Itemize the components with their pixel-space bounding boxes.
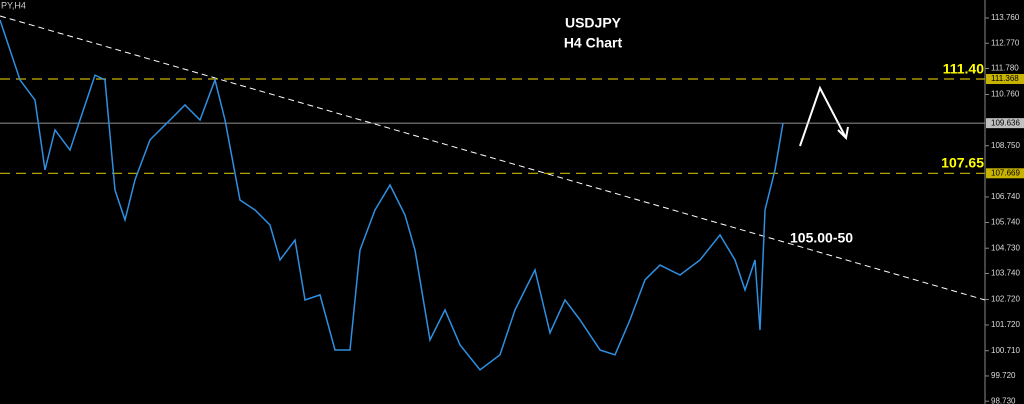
level-label-box [986,73,1024,84]
y-tick-label: 103.740 [991,269,1020,278]
level-label: 111.368 [991,74,1019,83]
annotation: 107.65 [941,155,984,171]
arrow-head [837,126,849,141]
y-tick-label: 108.750 [991,141,1020,150]
y-tick-label: 104.730 [991,243,1020,252]
y-tick-label: 112.770 [991,38,1020,47]
y-tick-label: 111.780 [991,64,1019,73]
level-label: 107.669 [991,168,1020,177]
y-tick-label: 105.740 [991,218,1020,227]
y-tick-label: 100.710 [991,346,1020,355]
y-tick-label: 101.720 [991,320,1020,329]
y-tick-label: 113.760 [991,13,1020,22]
level-label-box [986,118,1024,129]
trendline [0,15,986,301]
y-tick-label: 106.740 [991,192,1020,201]
symbol-label: PY,H4 [1,0,26,10]
annotation: 111.40 [943,61,984,77]
y-tick-label: 102.720 [991,295,1020,304]
annotation: 105.00-50 [790,230,853,246]
chart-subtitle: H4 Chart [564,35,623,51]
forecast-arrow [799,85,847,147]
price-line [0,19,784,371]
chart-title: USDJPY [565,15,622,31]
level-label: 109.636 [991,118,1020,127]
y-tick-label: 98.730 [991,396,1016,404]
level-label-box [986,168,1024,179]
y-tick-label: 99.720 [991,371,1016,380]
y-tick-label: 110.760 [991,90,1020,99]
